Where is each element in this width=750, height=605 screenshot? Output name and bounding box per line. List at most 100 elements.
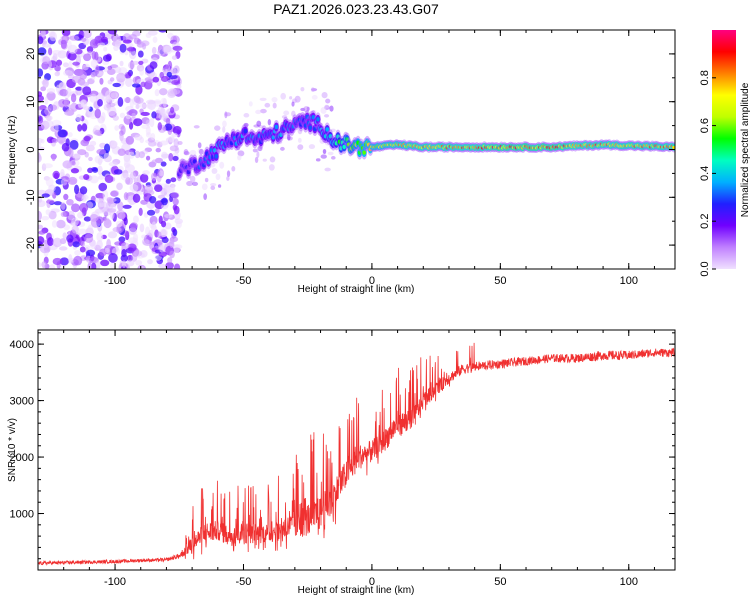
spectrogram-cell [61, 142, 70, 152]
spectrogram-cell [71, 75, 82, 84]
spectrogram-cell [112, 115, 119, 121]
spectrogram-cell [186, 169, 191, 175]
spectrogram-cell [283, 110, 290, 116]
spectrogram-x-axis-label: Height of straight line (km) [298, 284, 415, 295]
spectrogram-cell [68, 147, 74, 158]
spectrogram-cell [203, 193, 208, 200]
spectrogram-cell [197, 142, 202, 149]
spectrogram-cell [131, 83, 141, 88]
spectrogram-cell [51, 220, 58, 228]
spectrogram-cell [75, 113, 82, 122]
spectrogram-cell [160, 229, 167, 238]
spectrogram-cell [81, 123, 88, 132]
spectrogram-cell [122, 204, 132, 209]
spectrogram-cell [146, 99, 156, 105]
spectrogram-cells [38, 30, 675, 269]
spectrogram-cell [94, 129, 102, 136]
spectrogram-cell [243, 113, 250, 118]
spectrogram-cell [280, 146, 285, 151]
spectrogram-cell [219, 161, 225, 169]
spectrogram-cell [79, 81, 90, 87]
colorbar-tick-label: 0.4 [699, 166, 711, 181]
spectrogram-cell [106, 196, 113, 203]
spectrogram-cell [324, 114, 330, 118]
spectrogram-cell [125, 114, 131, 120]
spectrogram-cell [280, 92, 286, 100]
spectrogram-cell [175, 220, 182, 229]
page-title: PAZ1.2026.023.23.43.G07 [273, 1, 439, 17]
spectrogram-cell [74, 184, 80, 195]
spectrogram-cell [143, 184, 154, 194]
spectrogram-cell [215, 173, 221, 181]
snr-y-ticks: 1000 2000 3000 4000 [10, 332, 675, 571]
spectrogram-cell [45, 209, 51, 215]
spectrogram-cell [67, 176, 78, 185]
spectrogram-cell [269, 156, 276, 163]
spectrogram-cell [134, 150, 141, 159]
spectrogram-cell [86, 46, 94, 53]
spectrogram-cell [170, 106, 175, 114]
spectrogram-cell [127, 243, 137, 252]
spectrogram-cell [161, 197, 168, 206]
spectrogram-cell [161, 237, 169, 244]
spectrogram-cell [45, 115, 53, 121]
spectrogram-cell [42, 56, 51, 65]
spectrogram-cell [224, 112, 232, 117]
spectrogram-cell [90, 241, 97, 250]
spectrogram-cell [159, 140, 169, 146]
spectrogram-cell [163, 64, 170, 70]
spectrogram-cell [125, 135, 135, 145]
spectrogram-cell [167, 257, 173, 264]
spectrogram-cell [68, 132, 73, 138]
spectrogram-cell [101, 111, 106, 122]
spectrogram-cell [324, 104, 329, 109]
spectrogram-cell [291, 110, 296, 117]
spectrogram-cell [139, 136, 145, 144]
spectrogram-cell [59, 257, 69, 266]
spectrogram-cell [176, 84, 182, 89]
spectrogram-cell [222, 120, 227, 128]
spectrogram-cell [38, 36, 44, 45]
spectrogram-cell [138, 207, 143, 217]
spectrogram-cell [107, 30, 118, 35]
spectrogram-y-label: 20 [25, 48, 37, 60]
spectrogram-cell [313, 126, 317, 132]
spectrogram-cell [325, 127, 330, 132]
spectrogram-cell [110, 190, 119, 197]
spectrogram-cell [163, 45, 173, 55]
spectrogram-cell [128, 151, 135, 159]
spectrogram-cell [274, 124, 279, 130]
spectrogram-cell [161, 97, 167, 104]
spectrogram-cell [59, 88, 69, 97]
spectrogram-y-axis-label: Frequency (Hz) [7, 116, 18, 185]
spectrogram-cell [51, 138, 58, 144]
spectrogram-cell [123, 157, 131, 167]
spectrogram-cell [79, 71, 88, 80]
spectrogram-cell [157, 194, 165, 199]
spectrogram-cell [124, 177, 134, 185]
colorbar-ticks: 0.0 0.2 0.4 0.6 0.8 [699, 70, 716, 277]
spectrogram-cell [151, 111, 157, 119]
spectrogram-cell [91, 262, 97, 269]
spectrogram-cell [148, 229, 154, 238]
spectrogram-cell [117, 148, 126, 156]
spectrogram-cell [210, 183, 217, 187]
spectrogram-cell [71, 161, 76, 166]
spectrogram-cell [94, 108, 101, 119]
spectrogram-cell [155, 147, 162, 153]
spectrogram-cell [189, 175, 196, 183]
spectrogram-cell [83, 53, 92, 62]
snr-x-label: 100 [620, 576, 638, 588]
spectrogram-x-label: 0 [369, 275, 375, 287]
snr-y-label: 4000 [10, 339, 34, 351]
spectrogram-cell [46, 88, 56, 94]
colorbar-tick-label: 0.6 [699, 118, 711, 133]
spectrogram-cell [83, 174, 90, 181]
spectrogram-cell [193, 125, 200, 129]
spectrogram-cell [81, 196, 87, 202]
spectrogram-cell [272, 102, 277, 109]
spectrogram-cell [172, 198, 179, 206]
spectrogram-cell [38, 152, 41, 163]
spectrogram-cell [51, 153, 56, 162]
spectrogram-cell [116, 72, 126, 83]
